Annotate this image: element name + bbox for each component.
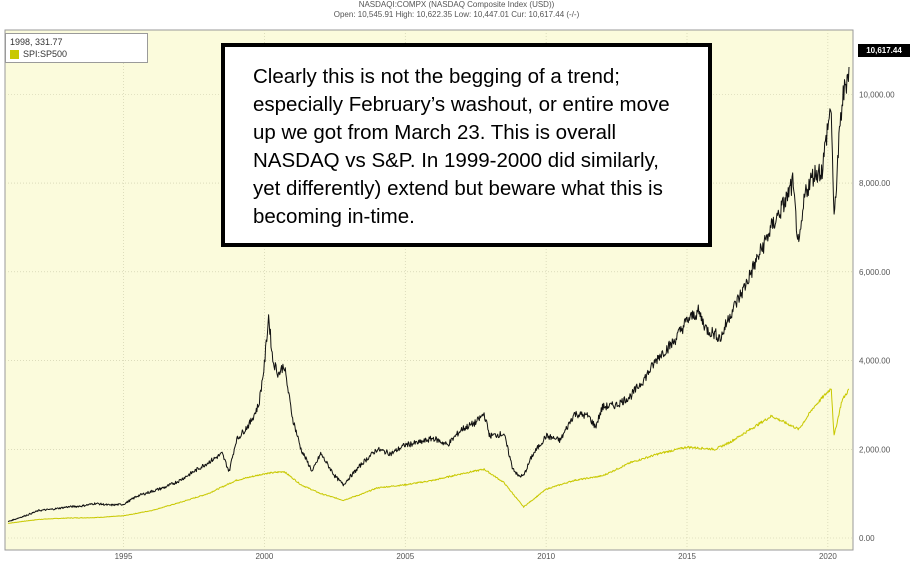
legend-label: SPI:SP500 bbox=[23, 49, 68, 59]
x-tick-label: 2005 bbox=[396, 552, 414, 561]
x-axis: 1995 2000 2005 2010 2015 2020 bbox=[115, 552, 838, 561]
chart-title: NASDAQI:COMPX (NASDAQ Composite Index (U… bbox=[358, 0, 555, 9]
current-value-tag: 10,617.44 bbox=[858, 44, 910, 57]
series-lines bbox=[7, 66, 850, 524]
legend-swatch bbox=[10, 49, 19, 59]
x-tick-label: 2000 bbox=[255, 552, 273, 561]
series-line-nasdaq bbox=[7, 66, 850, 522]
y-tick-label: 0.00 bbox=[859, 534, 875, 543]
ohlc-readout: Open: 10,545.91 High: 10,622.35 Low: 10,… bbox=[333, 10, 580, 19]
series-line-sp500 bbox=[7, 388, 850, 524]
y-tick-label: 2,000.00 bbox=[859, 445, 891, 454]
x-tick-label: 2010 bbox=[537, 552, 555, 561]
legend-box: 1998, 331.77 SPI:SP500 bbox=[5, 33, 148, 63]
annotation-box: Clearly this is not the begging of a tre… bbox=[221, 43, 712, 247]
legend-item-sp500[interactable]: SPI:SP500 bbox=[10, 48, 143, 60]
legend-readout-text: 1998, 331.77 bbox=[10, 37, 63, 47]
x-tick-label: 1995 bbox=[115, 552, 133, 561]
y-axis: 0.00 2,000.00 4,000.00 6,000.00 8,000.00 10,0… bbox=[859, 90, 895, 543]
x-tick-label: 2015 bbox=[678, 552, 696, 561]
x-tick-label: 2020 bbox=[819, 552, 837, 561]
legend-readout: 1998, 331.77 bbox=[10, 36, 143, 48]
y-tick-label: 8,000.00 bbox=[859, 179, 891, 188]
y-tick-label: 4,000.00 bbox=[859, 357, 891, 366]
y-tick-label: 10,000.00 bbox=[859, 90, 895, 99]
chart-header: NASDAQI:COMPX (NASDAQ Composite Index (U… bbox=[0, 0, 913, 24]
annotation-text: Clearly this is not the begging of a tre… bbox=[253, 65, 670, 228]
y-tick-label: 6,000.00 bbox=[859, 268, 891, 277]
